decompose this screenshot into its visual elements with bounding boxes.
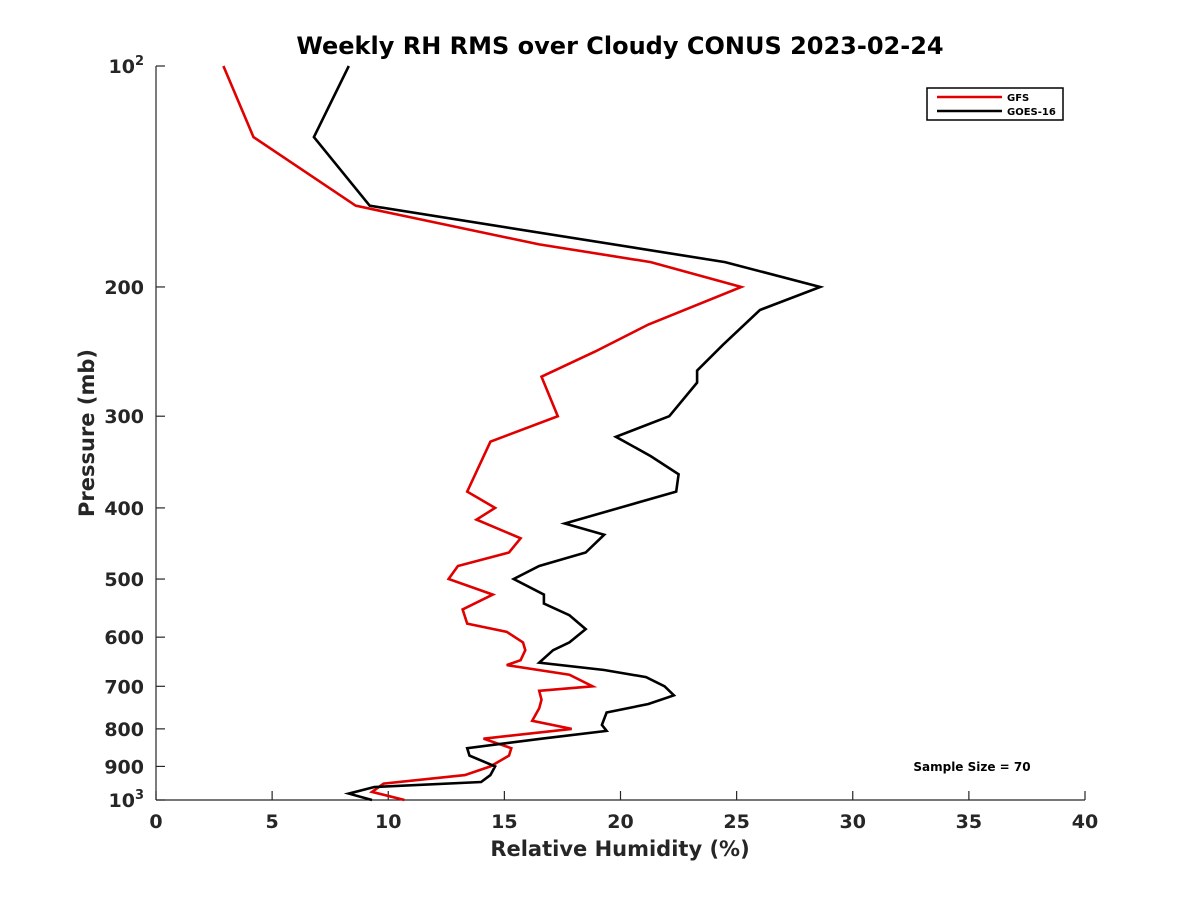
- chart-title: Weekly RH RMS over Cloudy CONUS 2023-02-…: [296, 32, 943, 60]
- y-tick-base: 10: [109, 790, 135, 812]
- y-tick-base: 500: [104, 569, 144, 591]
- y-tick-base: 400: [104, 498, 144, 520]
- y-tick-base: 700: [104, 676, 144, 698]
- x-tick-label: 5: [266, 811, 279, 833]
- y-tick-label: 400: [104, 498, 144, 520]
- y-tick-exponent: 3: [135, 788, 144, 803]
- y-tick-base: 10: [109, 56, 135, 78]
- x-axis-label: Relative Humidity (%): [490, 837, 749, 861]
- y-axis-label: Pressure (mb): [75, 349, 99, 517]
- x-tick-label: 10: [375, 811, 401, 833]
- y-tick-label: 500: [104, 569, 144, 591]
- x-ticks: 0 5 10 15 20 25 30 35 40: [149, 791, 1098, 833]
- y-tick-base: 900: [104, 756, 144, 778]
- y-tick-label: 900: [104, 756, 144, 778]
- sample-size-annotation: Sample Size = 70: [913, 760, 1030, 774]
- series-line-gfs: [222, 65, 746, 802]
- y-tick-label: 102: [109, 54, 145, 78]
- legend-box: [926, 87, 1064, 121]
- y-tick-base: 200: [104, 277, 144, 299]
- legend-label-goes16: GOES-16: [1007, 107, 1056, 118]
- y-tick-label: 300: [104, 406, 144, 428]
- y-tick-base: 800: [104, 719, 144, 741]
- y-tick-label: 200: [104, 277, 144, 299]
- x-tick-label: 0: [149, 811, 162, 833]
- x-tick-label: 25: [723, 811, 749, 833]
- series-line-goes-16: [312, 65, 825, 802]
- x-tick-label: 30: [840, 811, 866, 833]
- x-tick-label: 40: [1072, 811, 1098, 833]
- y-tick-exponent: 2: [135, 54, 144, 69]
- plot-area: [155, 66, 1085, 801]
- y-tick-label: 800: [104, 719, 144, 741]
- y-tick-label: 700: [104, 676, 144, 698]
- y-tick-base: 600: [104, 627, 144, 649]
- legend-label-gfs: GFS: [1007, 93, 1029, 104]
- x-tick-label: 15: [491, 811, 517, 833]
- x-tick-label: 35: [956, 811, 982, 833]
- series-lines: [222, 65, 825, 802]
- y-tick-label: 600: [104, 627, 144, 649]
- x-tick-label: 20: [607, 811, 633, 833]
- legend: GFS GOES-16: [926, 87, 1064, 121]
- y-tick-base: 300: [104, 406, 144, 428]
- y-tick-label: 103: [109, 788, 145, 812]
